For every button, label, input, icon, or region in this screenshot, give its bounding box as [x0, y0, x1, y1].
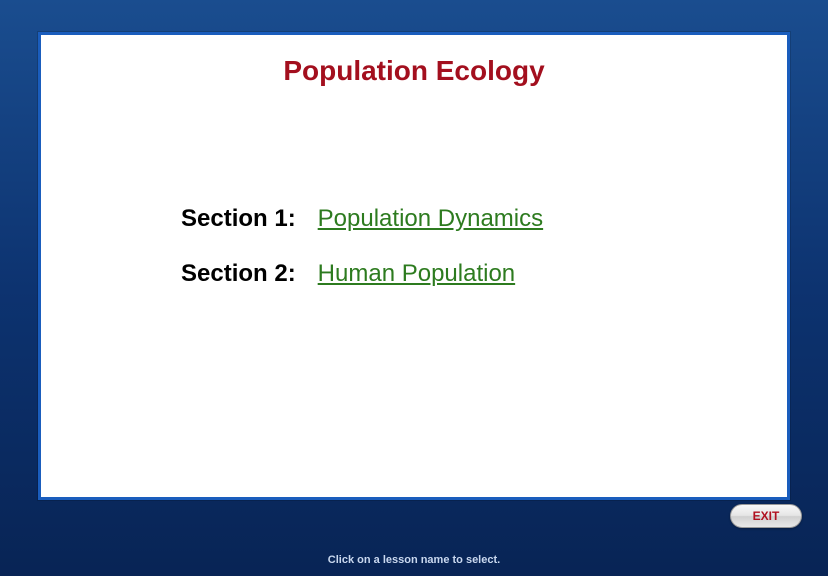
- exit-button[interactable]: EXIT: [730, 504, 802, 528]
- section-label: Section 1:: [181, 205, 311, 234]
- exit-button-label: EXIT: [753, 509, 780, 523]
- section-link-population-dynamics[interactable]: Population Dynamics: [318, 205, 543, 232]
- section-row: Section 2: Human Population: [181, 260, 543, 289]
- slide-frame: Population Ecology Section 1: Population…: [0, 0, 828, 576]
- content-panel: Population Ecology Section 1: Population…: [38, 32, 790, 500]
- section-label: Section 2:: [181, 260, 311, 289]
- page-title: Population Ecology: [41, 55, 787, 87]
- instruction-text: Click on a lesson name to select.: [0, 554, 828, 566]
- section-row: Section 1: Population Dynamics: [181, 205, 543, 234]
- sections-list: Section 1: Population Dynamics Section 2…: [181, 205, 543, 315]
- section-link-human-population[interactable]: Human Population: [318, 260, 515, 287]
